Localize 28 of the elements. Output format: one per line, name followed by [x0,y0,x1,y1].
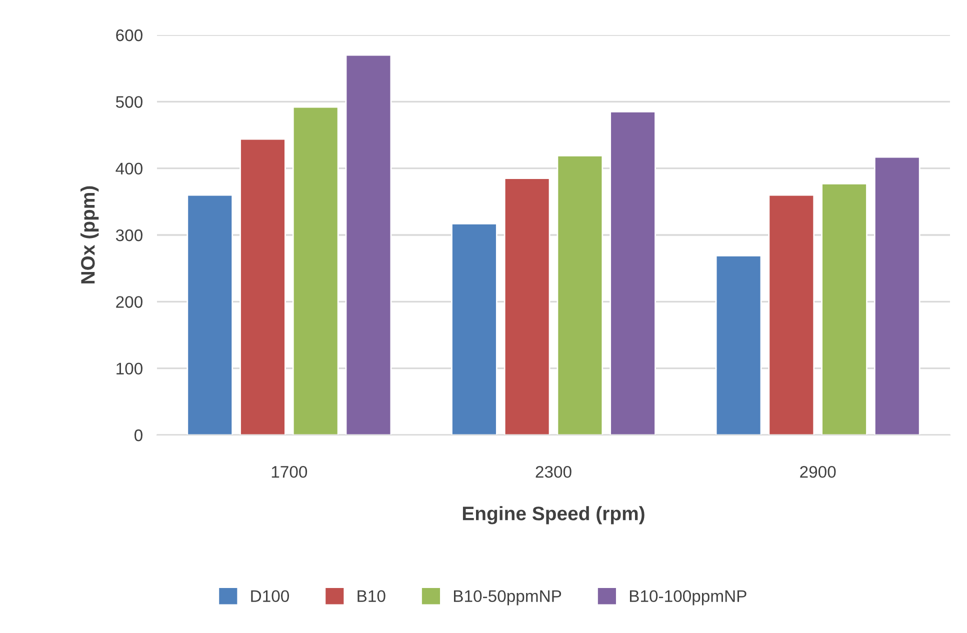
legend-label: B10-50ppmNP [454,590,562,606]
bar [504,178,550,435]
bar [715,254,762,435]
bar [768,194,815,435]
bar [186,194,234,435]
bar [821,182,868,435]
bar [451,222,498,435]
legend-label: B10 [358,590,386,602]
bar [345,54,392,435]
y-tick-label: 100 [116,362,142,375]
x-tick-label: 1700 [272,466,308,478]
bar [874,156,920,435]
y-axis-title: NOx (ppm) [80,186,99,284]
y-tick-label: 0 [134,429,142,442]
y-tick-label: 300 [116,229,142,242]
bar [610,110,656,435]
y-tick-label: 500 [116,96,142,108]
y-tick-label: 600 [116,29,142,42]
legend-label: D100 [251,590,289,602]
x-tick-label: 2300 [536,466,572,478]
bar [240,138,286,435]
x-axis-title: Engine Speed (rpm) [462,506,644,524]
y-tick-label: 400 [116,162,142,175]
y-tick-label: 200 [116,296,142,308]
legend-label: B10-100ppmNP [630,590,746,606]
x-tick-label: 2900 [800,466,836,478]
bar [556,154,604,435]
bar [292,106,339,435]
